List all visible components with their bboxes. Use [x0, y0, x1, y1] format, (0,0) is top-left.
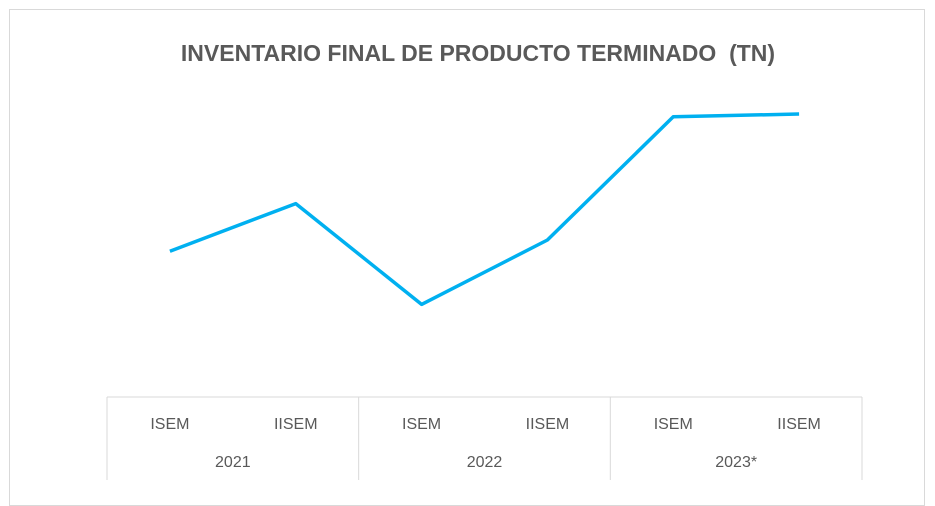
x-tick-label: ISEM [150, 416, 189, 433]
x-tick-label: IISEM [777, 416, 821, 433]
chart-title: INVENTARIO FINAL DE PRODUCTO TERMINADO (… [181, 40, 775, 66]
line-series [169, 112, 800, 307]
x-group-label: 2021 [215, 454, 251, 471]
x-tick-label: ISEM [402, 416, 441, 433]
x-tick-label: IISEM [526, 416, 570, 433]
x-tick-label: ISEM [654, 416, 693, 433]
x-group-label: 2023* [715, 454, 757, 471]
x-tick-label: IISEM [274, 416, 318, 433]
x-group-label: 2022 [467, 454, 503, 471]
